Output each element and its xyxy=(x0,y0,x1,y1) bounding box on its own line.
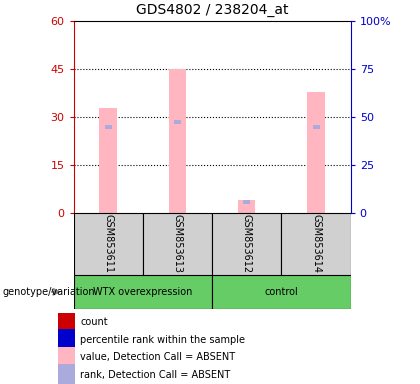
Text: value, Detection Call = ABSENT: value, Detection Call = ABSENT xyxy=(80,353,235,362)
Bar xyxy=(169,69,186,213)
Text: GSM853611: GSM853611 xyxy=(103,214,113,273)
Text: GSM853613: GSM853613 xyxy=(173,214,182,273)
Bar xyxy=(58,329,75,350)
Text: GSM853612: GSM853612 xyxy=(242,214,252,273)
Bar xyxy=(100,108,117,213)
Bar xyxy=(281,213,351,275)
Text: count: count xyxy=(80,317,108,327)
Text: genotype/variation: genotype/variation xyxy=(2,287,95,297)
Bar xyxy=(74,213,143,275)
Bar xyxy=(58,311,75,333)
Bar xyxy=(105,125,112,129)
Bar xyxy=(143,213,212,275)
Bar xyxy=(74,275,212,309)
Text: rank, Detection Call = ABSENT: rank, Detection Call = ABSENT xyxy=(80,370,231,380)
Bar xyxy=(307,91,325,213)
Bar xyxy=(212,275,351,309)
Bar xyxy=(174,120,181,124)
Bar xyxy=(212,213,281,275)
Title: GDS4802 / 238204_at: GDS4802 / 238204_at xyxy=(136,3,289,17)
Bar xyxy=(243,200,250,204)
Bar xyxy=(238,200,255,213)
Text: GSM853614: GSM853614 xyxy=(311,214,321,273)
Bar xyxy=(312,125,320,129)
Bar xyxy=(58,347,75,368)
Text: control: control xyxy=(265,287,298,297)
Bar xyxy=(58,364,75,384)
Text: percentile rank within the sample: percentile rank within the sample xyxy=(80,334,245,344)
Text: WTX overexpression: WTX overexpression xyxy=(93,287,192,297)
